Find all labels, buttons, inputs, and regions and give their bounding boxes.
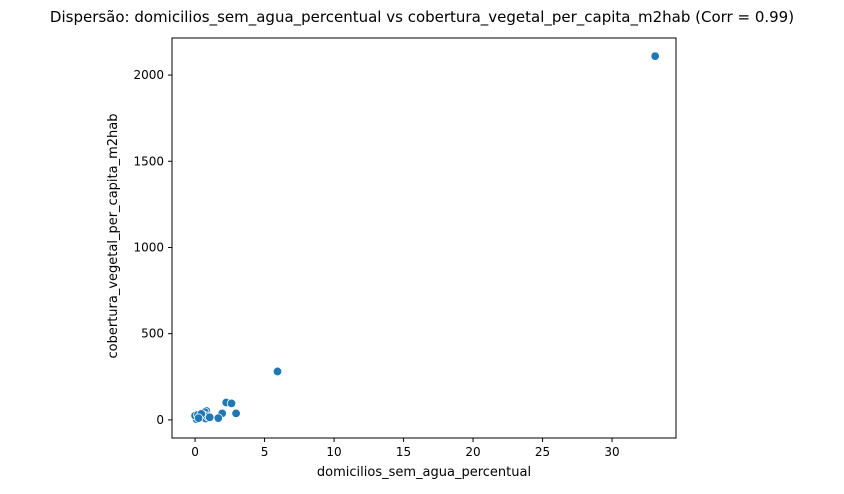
scatter-point	[226, 398, 237, 409]
scatter-point	[650, 51, 660, 61]
y-axis-label: cobertura_vegetal_per_capita_m2hab	[106, 114, 121, 359]
scatter-point	[193, 413, 204, 423]
chart-title: Dispersão: domicilios_sem_agua_percentua…	[50, 8, 794, 27]
scatter-point	[213, 413, 223, 423]
x-tick-label: 5	[261, 445, 269, 459]
y-tick-label: 2000	[133, 68, 164, 82]
y-axis: 0 500 1000 1500 2000	[133, 68, 172, 427]
x-tick-label: 25	[535, 445, 550, 459]
x-tick-label: 30	[604, 445, 619, 459]
x-axis: 0 5 10 15 20 25 30	[191, 438, 620, 459]
x-axis-label: domicilios_sem_agua_percentual	[317, 465, 531, 480]
y-tick-label: 1000	[133, 240, 164, 254]
y-tick-label: 0	[156, 413, 164, 427]
x-tick-label: 20	[465, 445, 480, 459]
y-tick-label: 500	[141, 327, 164, 341]
scatter-point	[272, 366, 283, 377]
plot-frame	[171, 37, 677, 439]
scatter-point	[204, 412, 215, 423]
x-tick-label: 0	[191, 445, 199, 459]
x-tick-label: 15	[396, 445, 411, 459]
scatter-point	[231, 408, 241, 419]
x-tick-label: 10	[326, 445, 341, 459]
y-tick-label: 1500	[133, 154, 164, 168]
points-layer	[190, 51, 660, 424]
